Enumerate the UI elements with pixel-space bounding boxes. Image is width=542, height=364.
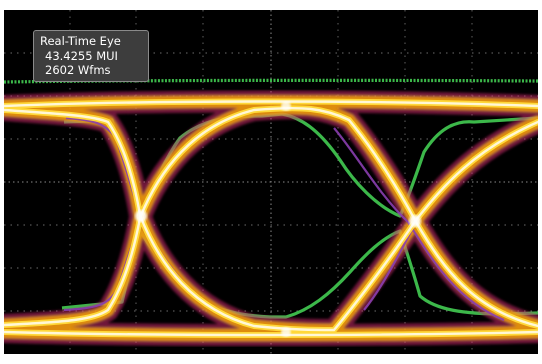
eye-diagram-plot <box>4 10 538 354</box>
readout-unit-intervals: 43.4255 MUI <box>45 48 118 63</box>
eye-diagram-display[interactable]: Real-Time Eye 43.4255 MUI 2602 Wfms <box>4 10 538 354</box>
readout-title: Real-Time Eye <box>40 34 121 48</box>
graticule-center-axes <box>4 10 538 354</box>
measurement-readout: Real-Time Eye 43.4255 MUI 2602 Wfms <box>33 30 149 82</box>
readout-waveform-count: 2602 Wfms <box>45 63 111 77</box>
eye-crossing-points <box>135 101 421 337</box>
eye-trace-core <box>4 98 538 338</box>
